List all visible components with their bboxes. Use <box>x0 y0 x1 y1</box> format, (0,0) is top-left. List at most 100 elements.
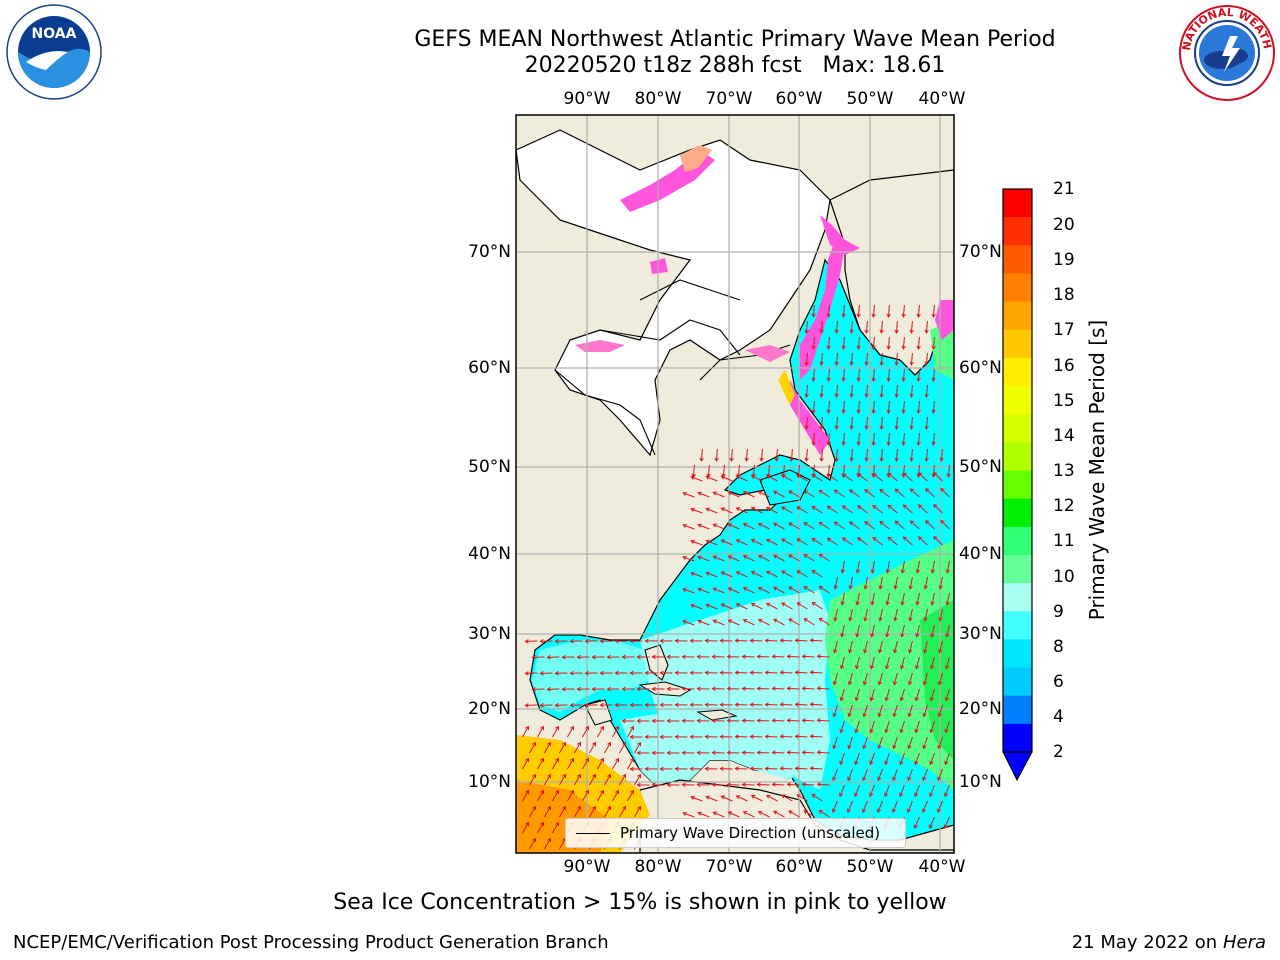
wave-arrow <box>802 655 815 658</box>
colorbar-segment <box>1003 273 1032 303</box>
wave-arrow <box>758 619 770 626</box>
wave-arrow-head <box>902 472 907 477</box>
colorbar-segment <box>1003 357 1032 387</box>
wave-arrow <box>848 736 853 749</box>
wave-arrow <box>706 604 718 610</box>
wave-arrow <box>713 523 725 530</box>
wave-arrow-head <box>771 686 776 691</box>
wave-arrow <box>863 672 868 685</box>
wave-arrow <box>787 783 800 786</box>
wave-arrow <box>918 472 928 482</box>
wave-arrow <box>765 703 778 706</box>
wave-arrow <box>589 806 596 818</box>
wave-arrow <box>619 774 626 786</box>
wave-arrow <box>574 774 581 786</box>
lat-label-right-50n: 50°N <box>959 457 1002 477</box>
wave-arrow-head <box>816 782 821 787</box>
wave-arrow <box>812 368 815 381</box>
wave-arrow-head <box>726 750 731 755</box>
wave-arrow-head <box>621 686 626 692</box>
wave-arrow <box>698 524 710 530</box>
wave-arrow-head <box>914 792 919 798</box>
wave-arrow-head <box>916 409 921 414</box>
wave-arrow <box>559 806 566 818</box>
wave-arrow-head <box>630 725 635 731</box>
lon-label-bottom-80w: 80°W <box>634 857 682 877</box>
wave-arrow <box>766 474 778 482</box>
wave-arrow <box>772 751 785 754</box>
wave-arrow <box>788 490 800 498</box>
wave-arrow <box>736 475 748 482</box>
lon-label-top-90w: 90°W <box>563 89 611 109</box>
wave-arrow-head <box>705 571 710 576</box>
wave-arrow <box>552 822 559 834</box>
wave-arrow <box>840 720 845 733</box>
wave-arrow <box>820 416 823 429</box>
wave-arrow-head <box>614 702 619 708</box>
wave-arrow <box>802 719 815 722</box>
wave-arrow <box>812 538 823 546</box>
wave-arrow-head <box>576 654 581 660</box>
wave-arrow-head <box>886 409 891 414</box>
wave-arrow <box>775 448 778 461</box>
wave-arrow <box>612 758 619 770</box>
wave-arrow-head <box>945 601 950 606</box>
lon-label-top-70w: 70°W <box>705 89 753 109</box>
wave-arrow <box>916 592 920 605</box>
wave-arrow-head <box>547 805 552 811</box>
sea-ice-baffin <box>800 240 845 380</box>
wave-arrow <box>910 488 920 498</box>
wave-arrow-head <box>862 744 867 750</box>
lat-label-left-30n: 30°N <box>468 624 511 644</box>
wave-arrow-head <box>546 655 551 660</box>
wave-arrow-head <box>666 654 671 660</box>
wave-arrow-head <box>929 696 934 702</box>
wave-arrow-head <box>712 523 717 528</box>
wave-arrow <box>757 719 770 722</box>
wave-arrow-head <box>781 474 786 479</box>
wave-arrow-head <box>916 345 921 350</box>
wave-arrow-head <box>726 718 731 723</box>
wave-arrow-head <box>818 521 823 526</box>
lat-label-right-20n: 20°N <box>959 699 1002 719</box>
wave-arrow <box>947 464 950 477</box>
wave-arrow-head <box>819 393 824 398</box>
wave-arrow <box>819 618 830 626</box>
wave-arrow-head <box>788 810 793 815</box>
wave-arrow <box>728 491 740 498</box>
wave-arrow <box>751 475 763 482</box>
wave-arrow-head <box>884 728 889 734</box>
wave-arrow-head <box>849 425 854 430</box>
wave-arrow-head <box>857 473 862 478</box>
wave-arrow-head <box>532 805 537 811</box>
wave-arrow-head <box>801 686 806 691</box>
wave-arrow <box>737 464 740 477</box>
wave-arrow-head <box>584 702 589 708</box>
wave-arrow <box>758 523 770 530</box>
nws-logo: NATIONAL WEATHER SERVICE <box>1178 4 1275 101</box>
wave-arrow-head <box>562 741 567 747</box>
wave-arrow <box>706 476 718 482</box>
wave-arrow <box>884 752 890 765</box>
noaa-logo-text: NOAA <box>32 26 77 42</box>
wave-arrow-head <box>600 757 605 763</box>
wave-arrow <box>745 448 748 461</box>
wave-arrow-head <box>804 329 809 334</box>
wave-arrow-head <box>840 633 845 638</box>
wave-arrow-head <box>931 409 936 414</box>
wave-arrow-head <box>682 555 687 561</box>
wave-arrow <box>916 560 920 573</box>
wave-arrow-head <box>811 794 816 798</box>
wave-arrow <box>619 806 626 818</box>
wave-arrow <box>812 432 815 445</box>
wave-arrow-head <box>771 654 776 659</box>
wave-arrow-head <box>742 587 748 592</box>
wave-arrow <box>713 491 725 498</box>
wave-arrow-head <box>714 457 719 462</box>
wave-arrow-head <box>925 520 930 525</box>
wave-arrow-head <box>773 810 778 815</box>
wave-arrow <box>887 472 898 482</box>
wave-arrow-head <box>899 696 904 702</box>
wave-arrow <box>780 735 793 738</box>
wave-arrow <box>925 384 928 397</box>
